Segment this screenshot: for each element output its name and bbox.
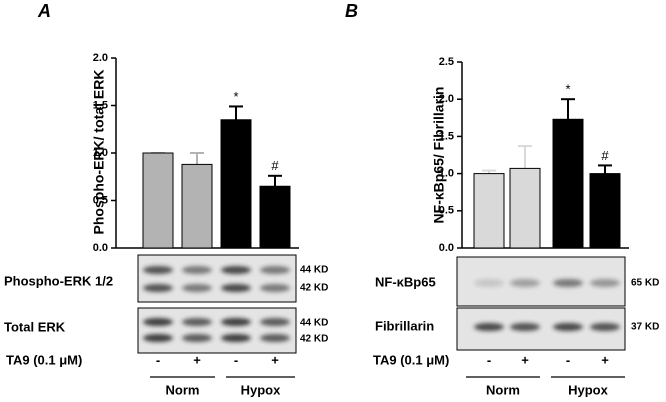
y-tick-label: 2.0 [439,93,454,105]
blot-background [137,254,297,303]
y-tick-label: 0.5 [439,205,454,217]
y-tick-label: 1.0 [439,168,454,180]
panel-label: B [345,1,358,21]
panel-label: A [37,1,51,21]
bar [473,173,505,249]
treatment-sign: + [521,352,529,367]
blot-band [260,284,290,292]
treatment-sign: - [566,352,570,367]
y-tick-label: 1.0 [93,147,108,159]
blot-band [510,279,540,287]
group-label: Norm [166,382,200,397]
blot-band [143,266,173,274]
y-axis-label: NF-κBp65/ Fibrillarin [431,87,447,224]
blot-band [260,334,290,342]
treatment-sign: + [193,352,201,367]
blot-band [260,266,290,274]
bar [259,185,291,249]
blot-background [137,307,297,354]
blot-band [221,334,251,342]
treatment-label: TA9 (0.1 μM) [373,352,449,367]
blot-band [590,279,620,287]
kd-label: 44 KD [300,265,328,276]
y-axis-label: Phospho-ERK/ total ERK [91,70,107,235]
kd-label: 42 KD [300,283,328,294]
bar [589,173,621,249]
blot-band [143,318,173,326]
bar [509,167,541,249]
blot-band [510,323,540,331]
treatment-sign: + [601,352,609,367]
blot-band [221,284,251,292]
group-label: Hypox [241,382,282,397]
treatment-sign: - [156,352,160,367]
y-tick-label: 2.0 [93,52,108,64]
blot-band [474,279,504,287]
blot-band [221,318,251,326]
blot-band [182,266,212,274]
y-tick-label: 1.5 [93,99,108,111]
kd-label: 37 KD [631,322,659,333]
kd-label: 42 KD [300,334,328,345]
blot-band [260,318,290,326]
blot-band [221,266,251,274]
blot-band [143,284,173,292]
kd-label: 65 KD [631,278,659,289]
annotation: * [565,82,570,97]
blot-band [182,318,212,326]
annotation: * [233,89,238,104]
blot-row-label: NF-κBp65 [375,274,436,289]
treatment-label: TA9 (0.1 μM) [6,352,82,367]
bar [552,118,584,249]
blot-band [553,323,583,331]
treatment-sign: - [234,352,238,367]
blot-row-label: Fibrillarin [375,318,434,333]
group-label: Hypox [568,382,609,397]
bar [220,119,252,249]
group-label: Norm [486,382,520,397]
y-tick-label: 1.5 [439,130,454,142]
y-tick-label: 2.5 [439,56,454,68]
kd-label: 44 KD [300,318,328,329]
bar [181,163,213,249]
annotation: # [601,148,609,163]
y-tick-label: 0.5 [93,194,108,206]
y-tick-label: 0.0 [93,242,108,254]
treatment-sign: + [271,352,279,367]
blot-band [553,279,583,287]
blot-row-label: Phospho-ERK 1/2 [4,273,113,288]
blot-band [143,334,173,342]
blot-row-label: Total ERK [4,319,66,334]
bar [142,152,174,249]
blot-band [182,284,212,292]
y-tick-label: 0.0 [439,242,454,254]
blot-band [182,334,212,342]
annotation: # [271,158,279,173]
treatment-sign: - [487,352,491,367]
blot-band [590,323,620,331]
blot-band [474,323,504,331]
